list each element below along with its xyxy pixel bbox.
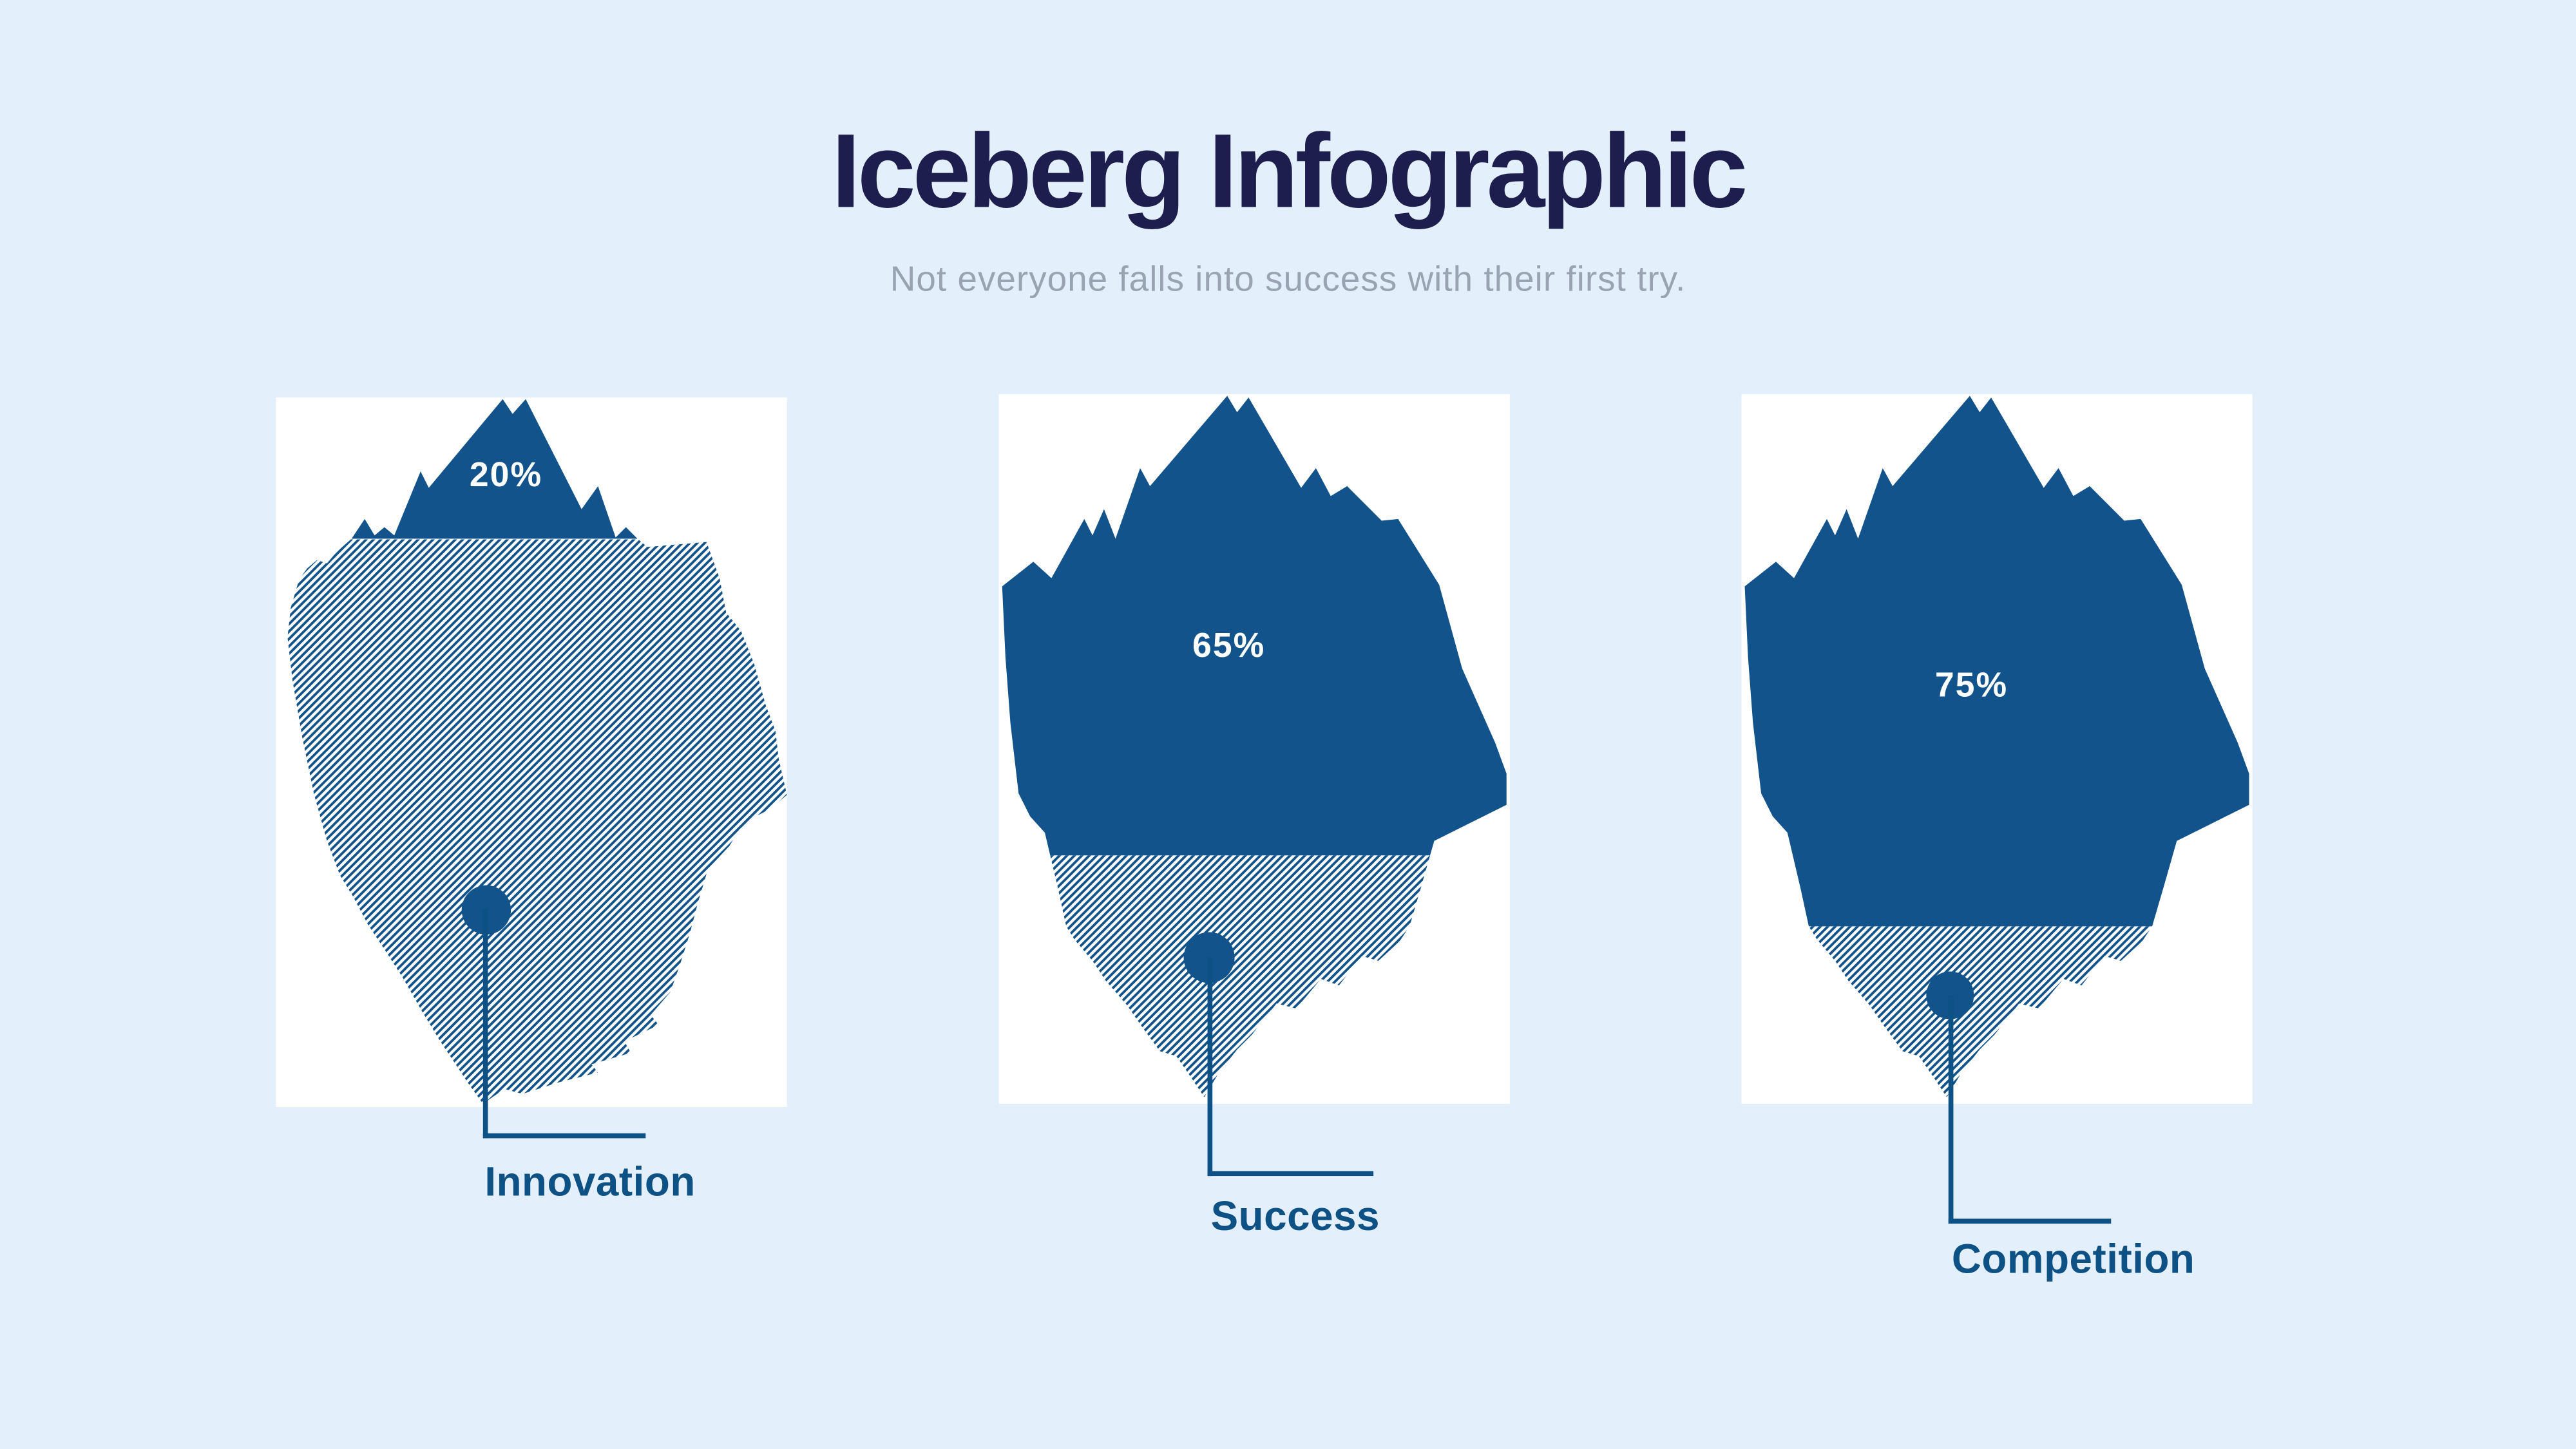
page-title: Iceberg Infographic (831, 111, 1748, 231)
leader-line-horizontal (1207, 1171, 1374, 1177)
iceberg-graphic (1002, 395, 1507, 1097)
iceberg-graphic (1744, 395, 2249, 1097)
iceberg-card-success: 65% (998, 394, 1510, 1104)
leader-line-vertical (482, 908, 488, 1139)
percent-label: 20% (469, 455, 543, 494)
iceberg-card-competition: 75% (1741, 394, 2253, 1104)
iceberg-below-water (287, 539, 787, 1104)
iceberg-card-innovation: 20% (276, 397, 787, 1107)
iceberg-above-water (1002, 395, 1507, 856)
iceberg-graphic (287, 399, 787, 1104)
leader-line-horizontal (1948, 1218, 2112, 1224)
percent-label: 65% (1192, 628, 1266, 667)
iceberg-above-water (351, 399, 638, 539)
leader-line-vertical (1207, 957, 1213, 1177)
iceberg-below-water (1050, 855, 1431, 1097)
card-label-innovation: Innovation (484, 1159, 696, 1206)
percent-label: 75% (1934, 667, 2008, 705)
iceberg-above-water (1744, 395, 2249, 927)
page-subtitle: Not everyone falls into success with the… (890, 259, 1686, 299)
iceberg-below-water (1808, 926, 2153, 1097)
leader-line-horizontal (482, 1133, 646, 1139)
card-label-success: Success (1210, 1194, 1380, 1240)
card-label-competition: Competition (1951, 1236, 2195, 1283)
leader-line-vertical (1948, 995, 1954, 1224)
